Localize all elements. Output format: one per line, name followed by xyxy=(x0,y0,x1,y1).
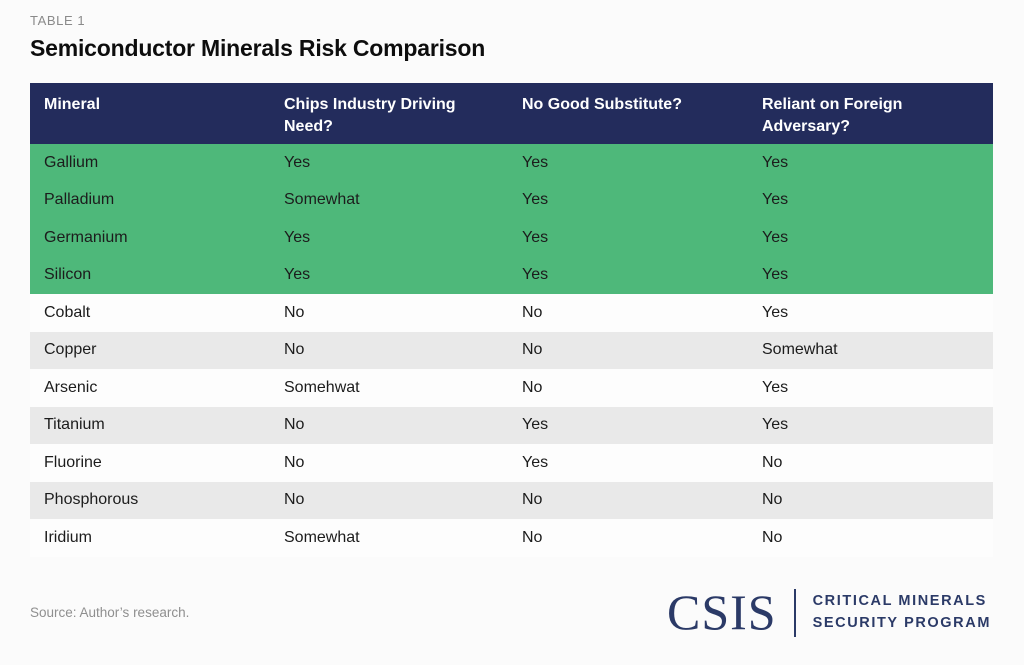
source-note: Source: Author’s research. xyxy=(30,605,190,620)
cell-substitute: Yes xyxy=(508,219,748,257)
footer: Source: Author’s research. CSIS CRITICAL… xyxy=(30,577,993,649)
cell-substitute: Yes xyxy=(508,256,748,294)
cell-chips-need: No xyxy=(270,331,508,369)
cell-chips-need: Somewhat xyxy=(270,519,508,557)
page: TABLE 1 Semiconductor Minerals Risk Comp… xyxy=(30,13,993,649)
table-row-fluorine: Fluorine No Yes No xyxy=(30,444,993,482)
table-row-arsenic: Arsenic Somehwat No Yes xyxy=(30,369,993,407)
table-row-palladium: Palladium Somewhat Yes Yes xyxy=(30,181,993,219)
cell-chips-need: No xyxy=(270,481,508,519)
cell-substitute: Yes xyxy=(508,181,748,219)
cell-substitute: No xyxy=(508,481,748,519)
table-row-titanium: Titanium No Yes Yes xyxy=(30,406,993,444)
cell-chips-need: Somewhat xyxy=(270,181,508,219)
cell-adversary: Yes xyxy=(748,294,993,332)
cell-substitute: No xyxy=(508,331,748,369)
cell-adversary: No xyxy=(748,519,993,557)
column-header-chips-need: Chips Industry Driving Need? xyxy=(270,83,508,144)
cell-mineral: Fluorine xyxy=(30,444,270,482)
csis-logo: CSIS CRITICAL MINERALS SECURITY PROGRAM xyxy=(666,584,993,640)
table-row-cobalt: Cobalt No No Yes xyxy=(30,294,993,332)
column-header-substitute: No Good Substitute? xyxy=(508,83,748,144)
cell-adversary: No xyxy=(748,444,993,482)
cell-mineral: Germanium xyxy=(30,219,270,257)
program-name-line2: SECURITY PROGRAM xyxy=(812,614,991,631)
cell-substitute: No xyxy=(508,369,748,407)
cell-chips-need: Yes xyxy=(270,219,508,257)
cell-mineral: Arsenic xyxy=(30,369,270,407)
cell-mineral: Copper xyxy=(30,331,270,369)
cell-adversary: Yes xyxy=(748,406,993,444)
table-row-gallium: Gallium Yes Yes Yes xyxy=(30,144,993,182)
cell-adversary: Yes xyxy=(748,256,993,294)
table-header-row: Mineral Chips Industry Driving Need? No … xyxy=(30,83,993,144)
program-name-line1: CRITICAL MINERALS xyxy=(812,592,987,609)
cell-chips-need: No xyxy=(270,294,508,332)
cell-chips-need: No xyxy=(270,444,508,482)
cell-substitute: Yes xyxy=(508,144,748,182)
cell-chips-need: No xyxy=(270,406,508,444)
table-label: TABLE 1 xyxy=(30,13,86,28)
table-row-silicon: Silicon Yes Yes Yes xyxy=(30,256,993,294)
csis-wordmark: CSIS xyxy=(666,584,777,640)
cell-mineral: Phosphorous xyxy=(30,481,270,519)
table-row-iridium: Iridium Somewhat No No xyxy=(30,519,993,557)
cell-adversary: Yes xyxy=(748,144,993,182)
program-name: CRITICAL MINERALS SECURITY PROGRAM xyxy=(813,591,991,635)
page-title: Semiconductor Minerals Risk Comparison xyxy=(30,35,486,61)
cell-chips-need: Somehwat xyxy=(270,369,508,407)
cell-mineral: Silicon xyxy=(30,256,270,294)
cell-mineral: Cobalt xyxy=(30,294,270,332)
cell-mineral: Titanium xyxy=(30,406,270,444)
cell-substitute: No xyxy=(508,294,748,332)
cell-adversary: Yes xyxy=(748,181,993,219)
column-header-mineral: Mineral xyxy=(30,83,270,144)
cell-chips-need: Yes xyxy=(270,144,508,182)
cell-substitute: Yes xyxy=(508,444,748,482)
table-row-copper: Copper No No Somewhat xyxy=(30,331,993,369)
table-row-phosphorous: Phosphorous No No No xyxy=(30,481,993,519)
cell-adversary: Somewhat xyxy=(748,331,993,369)
cell-mineral: Iridium xyxy=(30,519,270,557)
column-header-adversary: Reliant on Foreign Adversary? xyxy=(748,83,993,144)
cell-substitute: Yes xyxy=(508,406,748,444)
cell-adversary: Yes xyxy=(748,219,993,257)
cell-adversary: No xyxy=(748,481,993,519)
cell-substitute: No xyxy=(508,519,748,557)
logo-divider-bar xyxy=(793,588,796,637)
cell-chips-need: Yes xyxy=(270,256,508,294)
cell-mineral: Palladium xyxy=(30,181,270,219)
table-row-germanium: Germanium Yes Yes Yes xyxy=(30,219,993,257)
cell-mineral: Gallium xyxy=(30,144,270,182)
cell-adversary: Yes xyxy=(748,369,993,407)
minerals-risk-table: Mineral Chips Industry Driving Need? No … xyxy=(30,83,993,557)
